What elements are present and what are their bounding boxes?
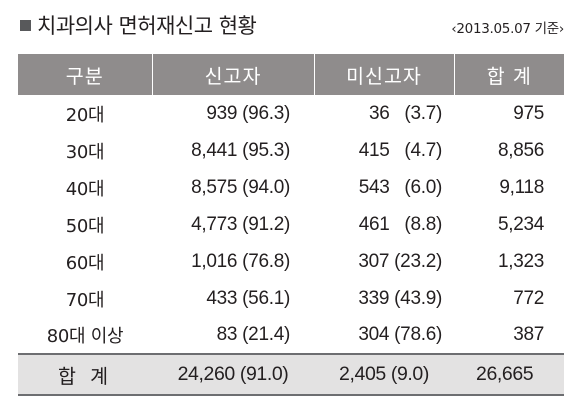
header-total: 합 계 <box>453 54 564 95</box>
reported-cell: 1,016 (76.8) <box>191 250 290 272</box>
totals-reported: 24,260 (91.0) <box>152 354 314 396</box>
reported-cell: 8,441 (95.3) <box>191 139 290 161</box>
reported-cell: 4,773 (91.2) <box>191 213 290 235</box>
unreported-cell: 36 (3.7) <box>368 102 442 124</box>
table-row: 50대 4,773 (91.2) 461 (8.8) 5,234 <box>18 206 564 243</box>
unreported-cell: 543 (6.0) <box>358 176 443 198</box>
age-group-cell: 30대 <box>65 141 105 163</box>
license-report-table: 구분 신고자 미신고자 합 계 20대 939 (96.3) 36 (3.7) … <box>18 54 564 396</box>
table-row: 80대 이상 83 (21.4) 304 (78.6) 387 <box>18 317 564 355</box>
table-row: 40대 8,575 (94.0) 543 (6.0) 9,118 <box>18 169 564 206</box>
age-group-cell: 60대 <box>65 252 105 274</box>
square-bullet-icon <box>20 20 31 31</box>
age-group-cell: 70대 <box>65 289 105 311</box>
table-row: 30대 8,441 (95.3) 415 (4.7) 8,856 <box>18 132 564 169</box>
reference-date: ‹2013.05.07 기준› <box>451 21 564 37</box>
reported-cell: 8,575 (94.0) <box>191 176 290 198</box>
title-row: 치과의사 면허재신고 현황 ‹2013.05.07 기준› <box>18 12 564 42</box>
age-group-cell: 80대 이상 <box>18 317 152 355</box>
total-cell: 9,118 <box>499 176 544 198</box>
age-group-cell: 20대 <box>65 104 105 126</box>
unreported-cell: 461 (8.8) <box>358 213 443 235</box>
reported-cell: 83 (21.4) <box>152 317 314 355</box>
table-header-row: 구분 신고자 미신고자 합 계 <box>18 54 564 95</box>
header-category: 구분 <box>18 54 152 95</box>
header-unreported: 미신고자 <box>313 54 454 95</box>
table-row: 20대 939 (96.3) 36 (3.7) 975 <box>18 95 564 132</box>
totals-unreported: 2,405 (9.0) <box>314 354 454 396</box>
total-cell: 1,323 <box>497 250 544 272</box>
total-cell: 975 <box>513 102 544 124</box>
unreported-cell: 415 (4.7) <box>358 139 443 161</box>
age-group-cell: 50대 <box>65 215 105 237</box>
totals-label: 합 계 <box>18 354 152 396</box>
total-cell: 8,856 <box>497 139 544 161</box>
age-group-cell: 40대 <box>65 178 105 200</box>
total-cell: 387 <box>454 317 564 355</box>
table-row: 70대 433 (56.1) 339 (43.9) 772 <box>18 280 564 317</box>
reported-cell: 939 (96.3) <box>206 102 290 124</box>
page-title: 치과의사 면허재신고 현황 <box>37 14 257 38</box>
header-reported: 신고자 <box>151 54 314 95</box>
totals-row: 합 계 24,260 (91.0) 2,405 (9.0) 26,665 <box>18 354 564 396</box>
unreported-cell: 304 (78.6) <box>314 317 454 355</box>
reported-cell: 433 (56.1) <box>206 287 290 309</box>
table-row: 60대 1,016 (76.8) 307 (23.2) 1,323 <box>18 243 564 280</box>
unreported-cell: 339 (43.9) <box>358 287 442 309</box>
totals-total: 26,665 <box>454 354 564 396</box>
total-cell: 5,234 <box>497 213 544 235</box>
unreported-cell: 307 (23.2) <box>358 250 442 272</box>
total-cell: 772 <box>513 287 544 309</box>
